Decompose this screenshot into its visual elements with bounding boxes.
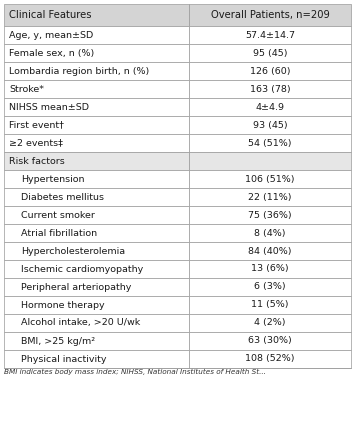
Bar — [189, 4, 351, 26]
Bar — [189, 206, 351, 224]
Bar — [4, 296, 189, 314]
Text: Age, y, mean±SD: Age, y, mean±SD — [9, 30, 93, 39]
Text: Hormone therapy: Hormone therapy — [21, 300, 105, 309]
Bar — [189, 26, 351, 44]
Bar — [4, 278, 189, 296]
Text: NIHSS mean±SD: NIHSS mean±SD — [9, 102, 89, 112]
Text: 4 (2%): 4 (2%) — [254, 318, 286, 327]
Bar — [4, 116, 189, 134]
Bar — [4, 314, 189, 332]
Bar — [4, 188, 189, 206]
Bar — [4, 224, 189, 242]
Bar — [189, 296, 351, 314]
Text: 57.4±14.7: 57.4±14.7 — [245, 30, 295, 39]
Text: Ischemic cardiomyopathy: Ischemic cardiomyopathy — [21, 265, 143, 273]
Bar — [189, 224, 351, 242]
Text: 106 (51%): 106 (51%) — [245, 175, 295, 184]
Bar — [189, 80, 351, 98]
Text: Hypertension: Hypertension — [21, 175, 84, 184]
Text: 93 (45): 93 (45) — [253, 121, 287, 130]
Text: BMI, >25 kg/m²: BMI, >25 kg/m² — [21, 336, 95, 345]
Bar — [4, 26, 189, 44]
Bar — [189, 188, 351, 206]
Text: 4±4.9: 4±4.9 — [256, 102, 284, 112]
Text: 108 (52%): 108 (52%) — [245, 354, 295, 363]
Text: Lombardia region birth, n (%): Lombardia region birth, n (%) — [9, 66, 149, 75]
Bar — [4, 206, 189, 224]
Text: 13 (6%): 13 (6%) — [251, 265, 289, 273]
Text: 84 (40%): 84 (40%) — [248, 247, 292, 256]
Bar — [189, 242, 351, 260]
Text: 95 (45): 95 (45) — [253, 48, 287, 57]
Bar — [189, 170, 351, 188]
Text: Physical inactivity: Physical inactivity — [21, 354, 106, 363]
Bar — [4, 62, 189, 80]
Text: First event†: First event† — [9, 121, 64, 130]
Bar — [189, 98, 351, 116]
Text: BMI indicates body mass index; NIHSS, National Institutes of Health St...: BMI indicates body mass index; NIHSS, Na… — [4, 369, 266, 375]
Bar — [189, 134, 351, 152]
Bar — [189, 152, 351, 170]
Bar — [189, 278, 351, 296]
Bar — [4, 4, 189, 26]
Bar — [189, 314, 351, 332]
Bar — [4, 332, 189, 350]
Bar — [4, 350, 189, 368]
Text: Peripheral arteriopathy: Peripheral arteriopathy — [21, 282, 131, 291]
Text: 126 (60): 126 (60) — [250, 66, 290, 75]
Bar — [4, 134, 189, 152]
Text: 163 (78): 163 (78) — [250, 84, 290, 93]
Text: 75 (36%): 75 (36%) — [248, 211, 292, 220]
Bar — [189, 44, 351, 62]
Text: 8 (4%): 8 (4%) — [254, 229, 286, 238]
Bar — [4, 170, 189, 188]
Bar — [4, 260, 189, 278]
Text: Atrial fibrillation: Atrial fibrillation — [21, 229, 97, 238]
Text: Alcohol intake, >20 U/wk: Alcohol intake, >20 U/wk — [21, 318, 140, 327]
Text: 63 (30%): 63 (30%) — [248, 336, 292, 345]
Bar — [189, 332, 351, 350]
Bar — [189, 350, 351, 368]
Text: 54 (51%): 54 (51%) — [248, 139, 292, 148]
Bar — [189, 62, 351, 80]
Bar — [4, 44, 189, 62]
Bar — [4, 98, 189, 116]
Text: ≥2 events‡: ≥2 events‡ — [9, 139, 63, 148]
Text: Clinical Features: Clinical Features — [9, 10, 92, 20]
Text: Stroke*: Stroke* — [9, 84, 44, 93]
Bar — [189, 116, 351, 134]
Text: Current smoker: Current smoker — [21, 211, 95, 220]
Text: Overall Patients, n=209: Overall Patients, n=209 — [211, 10, 329, 20]
Bar — [4, 80, 189, 98]
Text: 11 (5%): 11 (5%) — [251, 300, 289, 309]
Text: Female sex, n (%): Female sex, n (%) — [9, 48, 94, 57]
Text: Hypercholesterolemia: Hypercholesterolemia — [21, 247, 125, 256]
Bar — [4, 152, 189, 170]
Bar — [4, 242, 189, 260]
Text: 6 (3%): 6 (3%) — [254, 282, 286, 291]
Text: Diabetes mellitus: Diabetes mellitus — [21, 193, 104, 202]
Bar — [189, 260, 351, 278]
Text: Risk factors: Risk factors — [9, 157, 65, 166]
Text: 22 (11%): 22 (11%) — [248, 193, 292, 202]
